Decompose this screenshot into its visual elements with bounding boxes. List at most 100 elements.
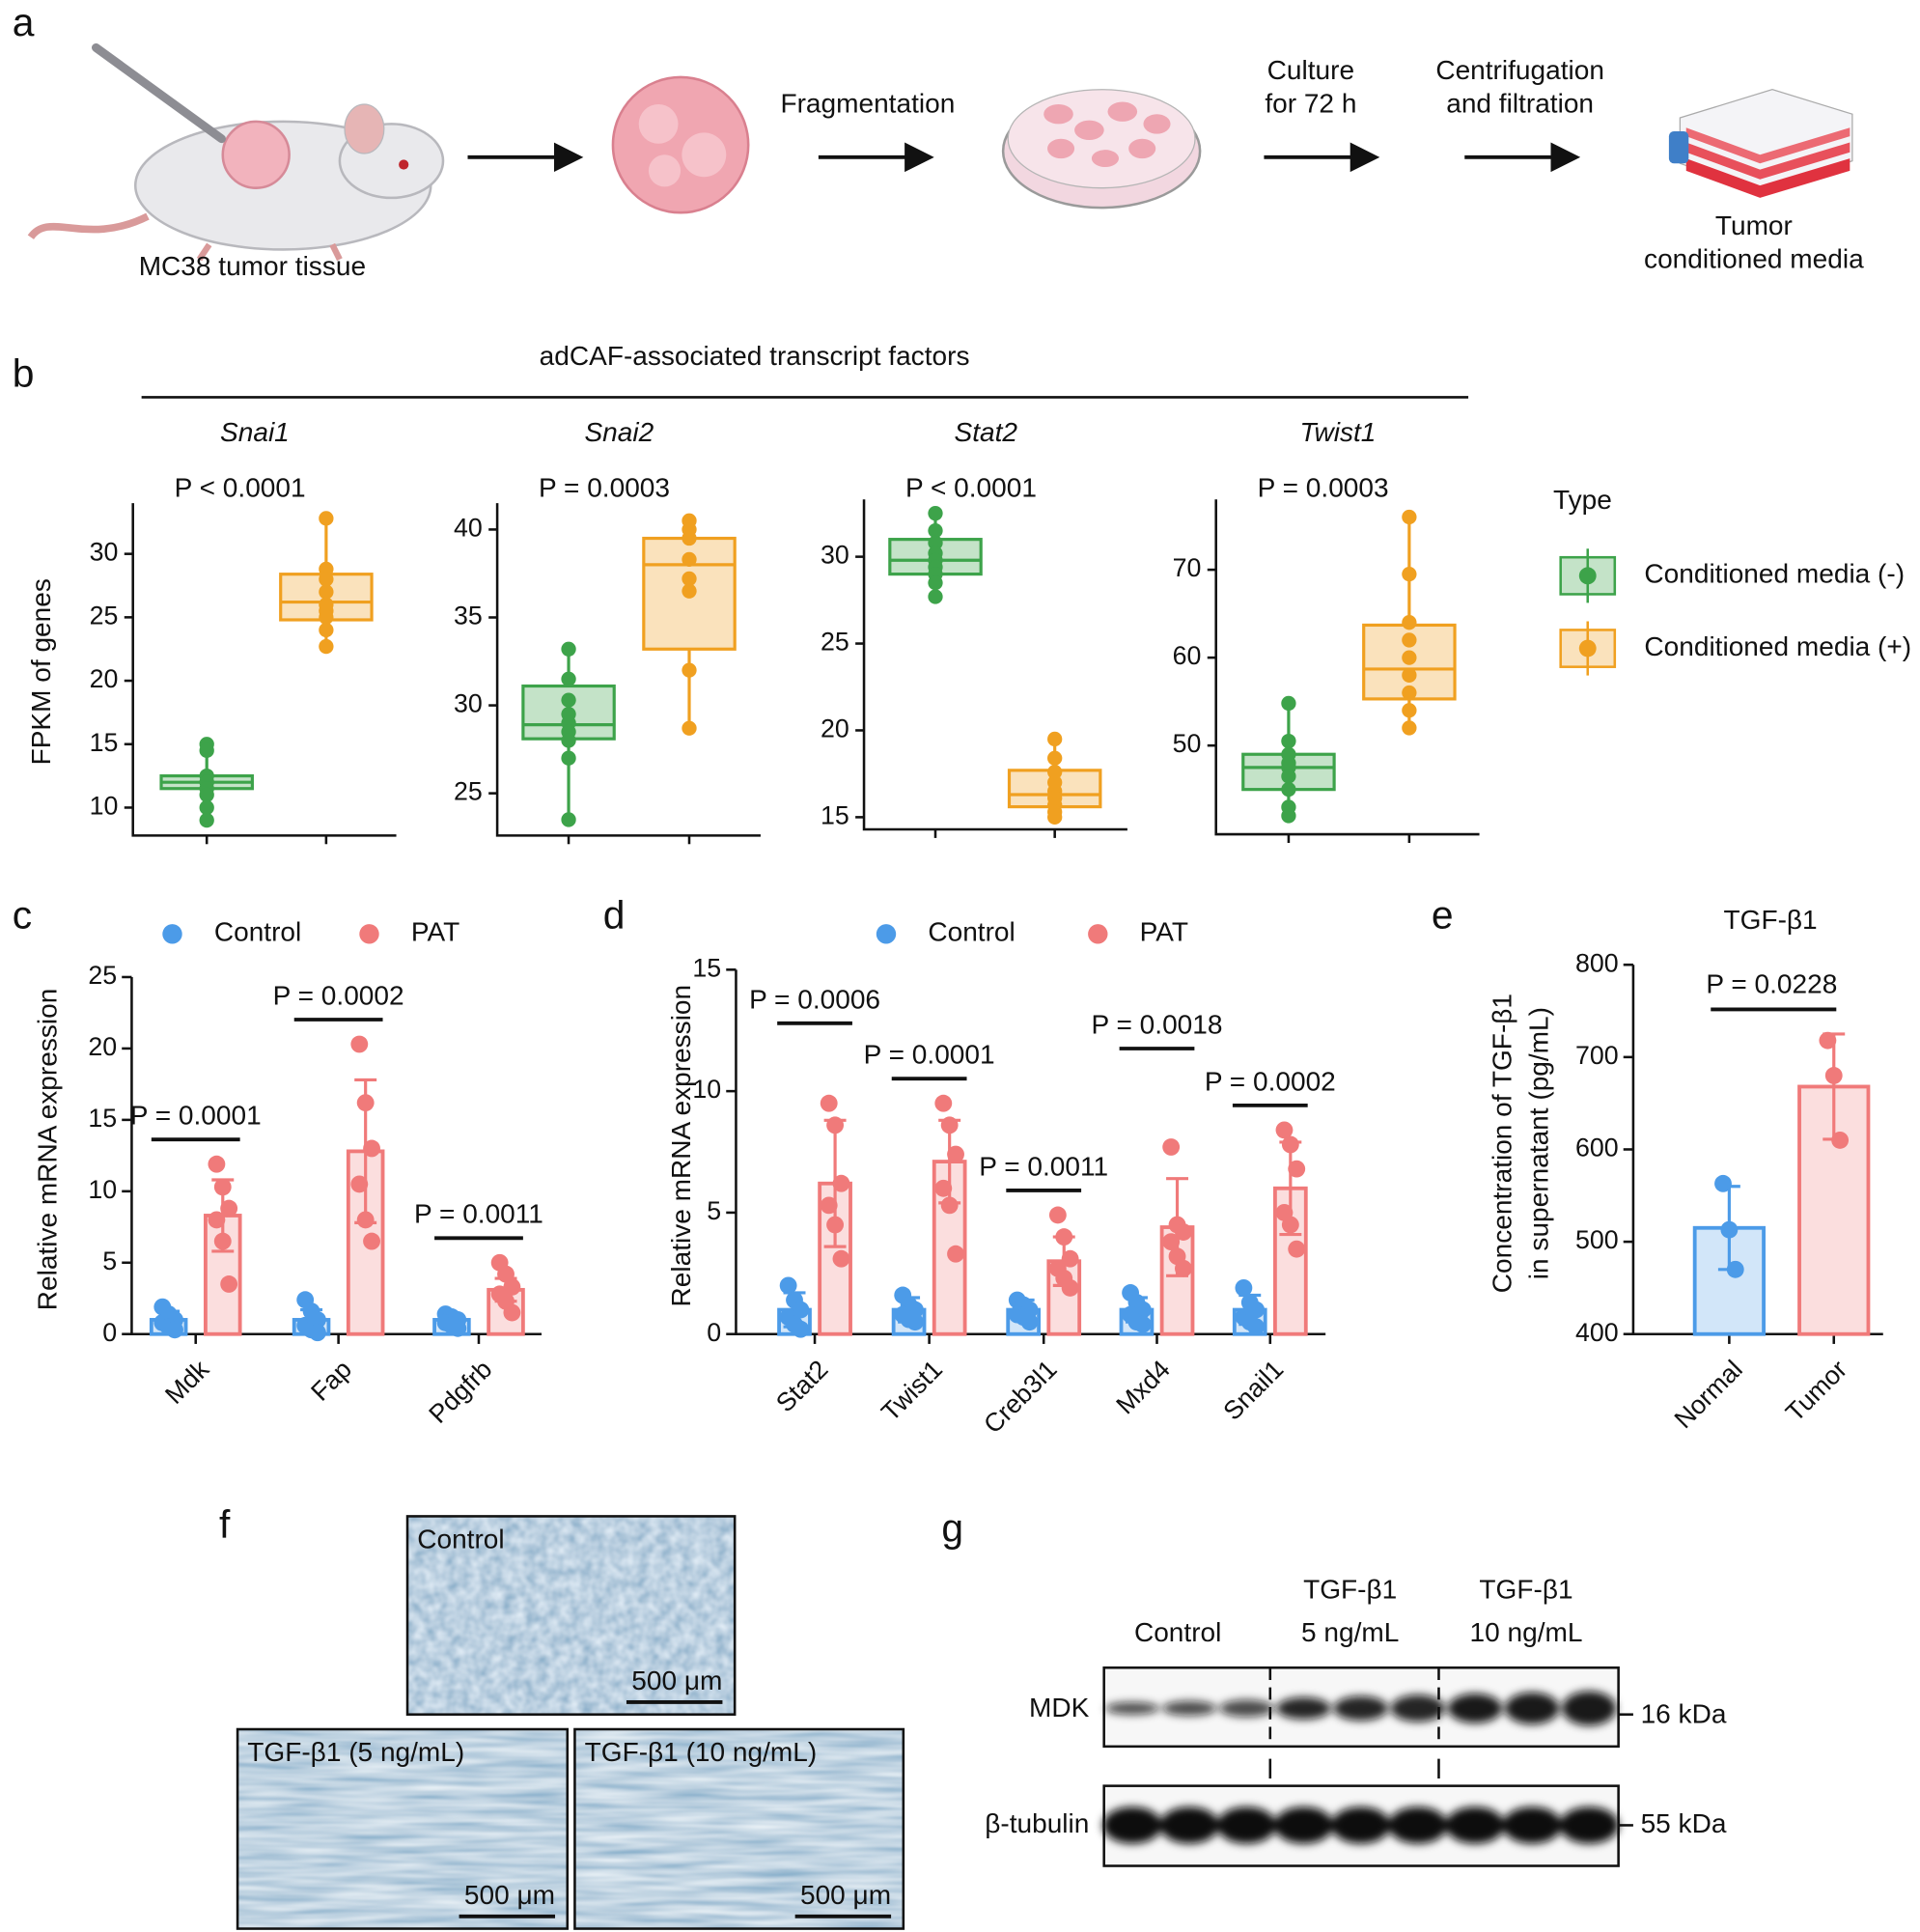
point [1281,808,1296,824]
step-label: and filtration [1446,89,1594,119]
y-tick-label: 20 [90,664,119,693]
point [928,506,943,521]
panel-label: a [13,0,35,44]
size-label: 16 kDa [1641,1698,1727,1728]
panel-label: f [219,1502,231,1547]
band [1445,1806,1505,1844]
point [928,522,943,539]
p-value: P = 0.0003 [539,472,670,502]
band [1104,1701,1160,1715]
point [166,1321,183,1339]
y-tick-label: 10 [90,792,119,821]
x-tick-label: Tumor [1780,1355,1852,1427]
point [1235,1278,1253,1297]
legend-key [162,924,182,944]
point [682,571,697,587]
micrograph-label: Control [417,1524,504,1554]
point [1047,750,1063,766]
band [1219,1699,1274,1718]
x-tick-label: Mxd4 [1110,1355,1176,1420]
legend-label: Conditioned media (-) [1644,559,1905,589]
point [1402,566,1417,582]
point [309,1324,326,1342]
point [356,1211,375,1229]
point [682,583,697,599]
band [1502,1806,1562,1844]
y-tick-label: 15 [692,953,721,982]
micrograph-frame [405,1515,737,1716]
band [1331,1806,1391,1844]
y-axis-label: in supernatant (pg/mL) [1524,1007,1554,1279]
band [1162,1700,1217,1716]
point [1061,1278,1079,1297]
point [1402,703,1417,718]
point [682,662,697,678]
micrograph-label: TGF-β1 (10 ng/mL) [585,1737,818,1767]
chart-title: Snai1 [220,417,290,447]
p-value: P = 0.0006 [749,984,880,1014]
point [1162,1138,1181,1156]
y-tick-label: 50 [1173,729,1202,758]
axis [130,976,542,1335]
panel-label: b [13,351,35,396]
band [1102,1806,1162,1844]
point [934,1179,953,1197]
step-label: for 72 h [1265,89,1356,119]
point [1275,1121,1294,1139]
legend-key [359,924,379,944]
point [1047,764,1063,780]
step-label: Tumor [1715,210,1793,240]
panel-label: e [1432,893,1454,938]
y-tick-label: 10 [692,1075,721,1104]
p-value: P = 0.0001 [864,1040,995,1070]
p-value: P = 0.0011 [414,1199,543,1229]
chart-title: TGF-β1 [1724,905,1818,935]
panel-label: g [941,1506,963,1551]
x-tick-label: Pdgfrb [423,1355,497,1429]
point [1174,1223,1192,1241]
point [1281,695,1296,712]
point [1281,769,1296,784]
y-axis-label: Concentration of TGF-β1 [1487,994,1517,1293]
point [1055,1228,1073,1246]
point [208,1155,226,1173]
y-tick-label: 15 [90,728,119,757]
micrograph [236,1727,570,1930]
row-label: MDK [1029,1693,1090,1722]
y-tick-label: 35 [454,602,483,630]
chart-title: Twist1 [1299,417,1376,447]
micrograph [573,1727,905,1930]
x-tick-label: Creb3l1 [978,1355,1062,1439]
y-tick-label: 0 [102,1318,117,1347]
point [449,1319,467,1337]
point [1281,1216,1299,1234]
point [356,1094,375,1112]
scale-bar-label: 500 μm [631,1666,722,1695]
p-value: P = 0.0228 [1706,969,1837,999]
lane-label: Control [1134,1617,1221,1647]
point [1831,1131,1850,1149]
row-label: β-tubulin [985,1808,1089,1838]
point [561,671,576,686]
y-tick-label: 5 [707,1196,721,1225]
point [682,551,697,568]
point [319,622,334,638]
point [1824,1067,1843,1084]
y-tick-label: 25 [88,961,117,990]
step-label: MC38 tumor tissue [139,251,366,281]
point [928,589,943,604]
bar [204,1214,242,1336]
legend-title: Type [1553,485,1612,515]
western-blot [1102,1666,1633,1867]
y-tick-label: 70 [1173,553,1202,582]
point [363,1139,380,1158]
p-value: P < 0.0001 [175,472,306,502]
point [947,1145,964,1163]
point [1162,1233,1181,1251]
step-label: Centrifugation [1435,55,1604,85]
point [213,1232,232,1250]
lane-label: 5 ng/mL [1301,1617,1399,1647]
y-tick-label: 25 [454,777,483,806]
p-value: P = 0.0003 [1258,472,1389,502]
